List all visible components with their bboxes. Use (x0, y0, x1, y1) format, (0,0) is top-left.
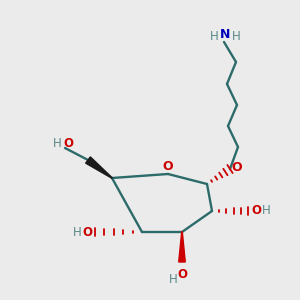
Text: N: N (220, 28, 231, 41)
Text: H: H (210, 30, 219, 43)
Text: O: O (82, 226, 92, 238)
Text: O: O (64, 137, 74, 150)
Text: H: H (169, 273, 178, 286)
Text: O: O (163, 160, 173, 173)
Text: O: O (177, 268, 187, 281)
Text: H: H (262, 205, 271, 218)
Polygon shape (86, 157, 112, 178)
Text: O: O (251, 205, 261, 218)
Text: O: O (231, 161, 242, 174)
Text: H: H (53, 137, 62, 150)
Text: H: H (232, 30, 240, 43)
Polygon shape (179, 232, 185, 262)
Text: H: H (73, 226, 81, 238)
